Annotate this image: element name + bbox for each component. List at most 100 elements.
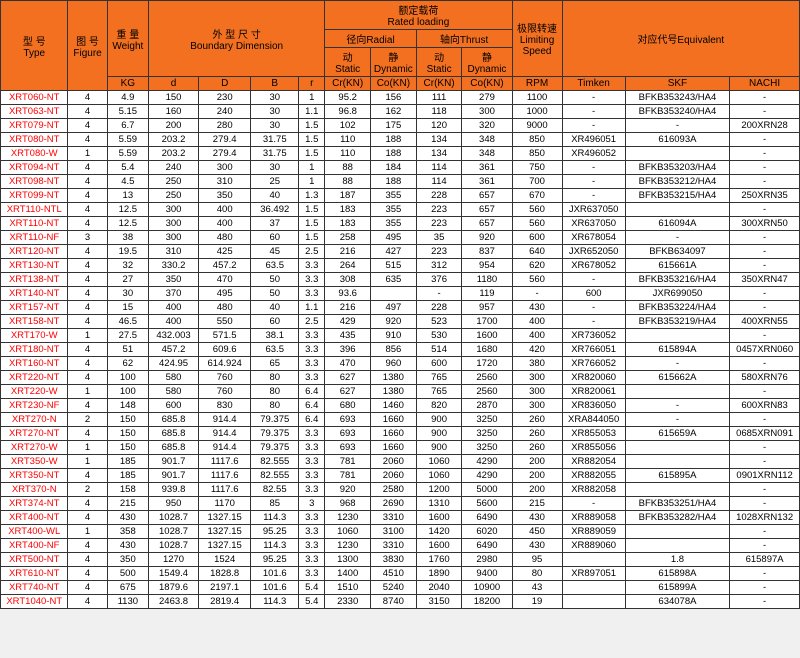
table-cell: 4 <box>68 371 107 385</box>
table-row: XRT140-NT430370495503.393.6-119-600JXR69… <box>1 287 800 301</box>
table-cell: 120 <box>416 119 462 133</box>
table-cell: 1.8 <box>625 553 729 567</box>
table-cell: 19.5 <box>107 245 148 259</box>
header-dyn2: 动Static <box>416 48 462 77</box>
table-cell: 228 <box>416 301 462 315</box>
table-cell: 1420 <box>416 525 462 539</box>
table-cell: 100 <box>107 385 148 399</box>
table-cell: 910 <box>371 329 417 343</box>
table-cell: 1117.6 <box>199 483 251 497</box>
table-cell: 435 <box>325 329 371 343</box>
table-cell: 200 <box>512 483 562 497</box>
header-skf: SKF <box>625 77 729 91</box>
table-cell: XR889059 <box>562 525 625 539</box>
table-cell: 693 <box>325 441 371 455</box>
table-cell: XRT230-NF <box>1 399 68 413</box>
table-cell: 1060 <box>416 469 462 483</box>
header-co2: Co(KN) <box>462 77 512 91</box>
table-cell: 514 <box>416 343 462 357</box>
table-cell: 0685XRN091 <box>730 427 800 441</box>
table-cell: 1270 <box>149 553 199 567</box>
table-cell: 25 <box>251 175 299 189</box>
table-cell: 760 <box>199 371 251 385</box>
table-cell: 680 <box>325 399 371 413</box>
table-row: XRT180-NT451457.2609.663.53.339685651416… <box>1 343 800 357</box>
table-cell: 1510 <box>325 581 371 595</box>
table-cell: 400 <box>512 315 562 329</box>
table-cell <box>625 483 729 497</box>
table-cell: 2330 <box>325 595 371 609</box>
table-cell: 114 <box>416 161 462 175</box>
table-cell: 1760 <box>416 553 462 567</box>
table-cell: 188 <box>371 175 417 189</box>
table-cell: 1660 <box>371 413 417 427</box>
table-cell: - <box>730 259 800 273</box>
table-cell <box>625 385 729 399</box>
table-cell: 615661A <box>625 259 729 273</box>
table-cell: - <box>625 399 729 413</box>
table-cell: 114.3 <box>251 511 299 525</box>
header-kg: KG <box>107 77 148 91</box>
table-cell: 31.75 <box>251 133 299 147</box>
table-row: XRT400-WL13581028.71327.1595.253.3106031… <box>1 525 800 539</box>
table-cell: XR637050 <box>562 217 625 231</box>
table-cell: - <box>730 483 800 497</box>
table-cell: 101.6 <box>251 567 299 581</box>
table-cell: 615659A <box>625 427 729 441</box>
table-cell: 3.3 <box>299 539 325 553</box>
table-row: XRT230-NF4148600830806.46801460820287030… <box>1 399 800 413</box>
table-cell: 400XRN55 <box>730 315 800 329</box>
table-cell: 1 <box>68 385 107 399</box>
table-cell: 110 <box>325 147 371 161</box>
table-cell: 79.375 <box>251 441 299 455</box>
table-cell: 350 <box>107 553 148 567</box>
table-row: XRT400-NF44301028.71327.15114.33.3123033… <box>1 539 800 553</box>
table-cell: 620 <box>512 259 562 273</box>
table-cell: 2560 <box>462 371 512 385</box>
table-cell: 1060 <box>416 455 462 469</box>
table-cell: 615662A <box>625 371 729 385</box>
table-cell: 1 <box>299 175 325 189</box>
table-cell: 183 <box>325 217 371 231</box>
table-cell: 1400 <box>325 567 371 581</box>
table-cell: 615899A <box>625 581 729 595</box>
lbl: RPM <box>526 78 548 89</box>
table-cell: 4 <box>68 119 107 133</box>
table-cell: 258 <box>325 231 371 245</box>
table-cell: 2 <box>68 483 107 497</box>
table-cell: 188 <box>371 133 417 147</box>
table-cell: 95.2 <box>325 91 371 105</box>
table-cell: - <box>562 273 625 287</box>
table-cell: XRA844050 <box>562 413 625 427</box>
table-cell: XR820060 <box>562 371 625 385</box>
table-cell: 6490 <box>462 511 512 525</box>
table-cell: 781 <box>325 455 371 469</box>
table-cell: - <box>730 175 800 189</box>
table-cell: 657 <box>462 217 512 231</box>
table-cell: 4 <box>68 133 107 147</box>
table-row: XRT500-NT43501270152495.253.313003830176… <box>1 553 800 567</box>
table-cell: 88 <box>325 161 371 175</box>
table-cell <box>625 455 729 469</box>
table-cell: 1600 <box>462 329 512 343</box>
table-cell: 6.4 <box>299 385 325 399</box>
table-cell: 1310 <box>416 497 462 511</box>
table-cell: 2690 <box>371 497 417 511</box>
table-cell: 185 <box>107 455 148 469</box>
table-cell: 5.59 <box>107 147 148 161</box>
table-cell: 4 <box>68 105 107 119</box>
lbl: 重 量Weight <box>112 30 143 52</box>
table-cell: XRT060-NT <box>1 91 68 105</box>
table-cell: - <box>730 595 800 609</box>
header-sta2: 静Dynamic <box>462 48 512 77</box>
table-row: XRT130-NT432330.2457.263.53.326451531295… <box>1 259 800 273</box>
table-cell: XR897051 <box>562 567 625 581</box>
table-cell: 4 <box>68 539 107 553</box>
table-cell: 27 <box>107 273 148 287</box>
lbl: B <box>271 78 278 89</box>
table-cell: 280 <box>199 119 251 133</box>
table-cell: 480 <box>199 231 251 245</box>
table-cell: 670 <box>512 189 562 203</box>
table-cell: XRT220-W <box>1 385 68 399</box>
table-cell: - <box>730 301 800 315</box>
